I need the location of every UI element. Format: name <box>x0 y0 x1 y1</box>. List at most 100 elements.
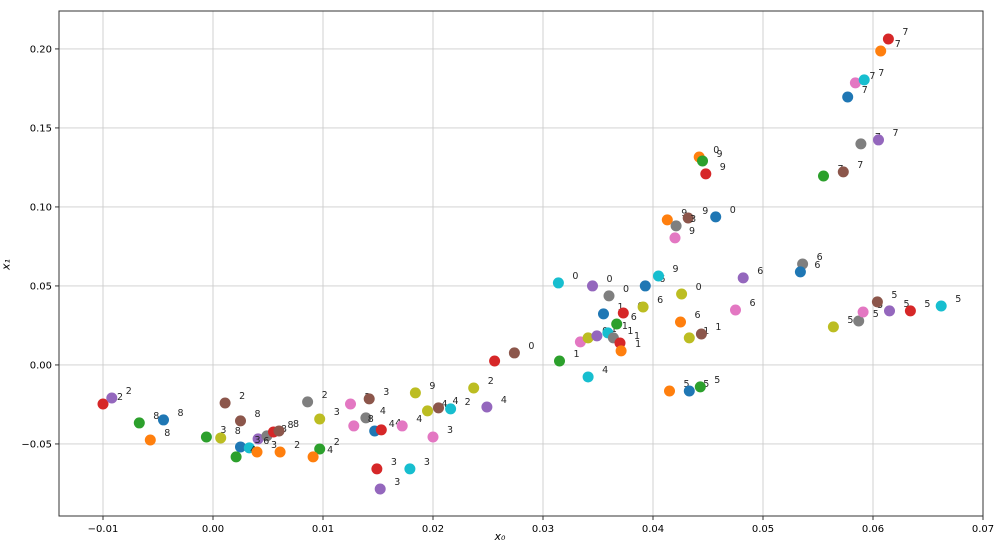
data-point <box>669 232 681 244</box>
data-point <box>307 451 319 463</box>
data-point <box>855 138 867 150</box>
data-point <box>710 211 722 223</box>
point-label: 4 <box>380 406 386 417</box>
data-point <box>875 45 887 57</box>
x-tick-label: 0.07 <box>972 524 994 535</box>
data-point <box>433 402 444 414</box>
point-label: 5 <box>873 309 879 320</box>
data-point <box>427 431 439 443</box>
data-point <box>144 434 156 446</box>
data-point <box>200 431 212 443</box>
point-label: 9 <box>429 381 435 392</box>
data-point <box>617 307 629 319</box>
point-label: 4 <box>327 445 333 456</box>
point-label: 3 <box>220 425 226 436</box>
data-point <box>935 300 947 312</box>
data-point <box>794 266 806 278</box>
point-label: 1 <box>574 349 580 360</box>
point-label: 3 <box>271 440 277 451</box>
x-tick-label: 0.04 <box>642 524 664 535</box>
point-label: 5 <box>955 294 961 305</box>
data-point <box>837 166 849 178</box>
point-label: 2 <box>239 391 245 402</box>
point-label: 6 <box>817 252 823 263</box>
point-label: 2 <box>488 376 494 387</box>
point-label: 1 <box>618 302 624 313</box>
point-label: 6 <box>750 298 756 309</box>
point-label: 9 <box>720 162 726 173</box>
data-point <box>683 385 695 397</box>
point-label: 7 <box>878 68 884 79</box>
point-label: 1 <box>634 331 640 342</box>
data-point <box>251 446 263 458</box>
point-label: 8 <box>255 409 261 420</box>
data-point <box>737 272 749 284</box>
y-tick-label: 0.10 <box>30 202 52 213</box>
data-point <box>695 328 707 340</box>
data-point <box>422 405 433 417</box>
data-point <box>348 420 360 432</box>
point-label: 5 <box>703 379 709 390</box>
point-label: 3 <box>334 407 340 418</box>
data-point <box>694 381 706 393</box>
data-point <box>730 304 741 316</box>
data-point <box>653 270 664 282</box>
point-label: 5 <box>924 299 930 310</box>
data-point <box>871 296 883 308</box>
data-point <box>853 315 865 327</box>
data-point <box>360 412 372 424</box>
point-label: 9 <box>717 149 723 160</box>
data-point <box>818 170 829 182</box>
data-point <box>215 432 227 444</box>
data-point <box>827 321 839 333</box>
data-point <box>849 77 861 89</box>
y-tick-label: 0.20 <box>30 44 52 55</box>
data-point <box>468 382 480 394</box>
data-point <box>345 398 356 410</box>
data-point <box>676 288 688 300</box>
point-label: 0 <box>528 341 534 352</box>
point-label: 2 <box>334 437 340 448</box>
data-point <box>611 318 623 330</box>
data-point <box>375 424 387 436</box>
x-tick-label: 0.06 <box>862 524 884 535</box>
point-label: 3 <box>447 425 453 436</box>
point-label: 3 <box>383 387 389 398</box>
data-point <box>235 415 246 427</box>
data-point <box>661 214 673 226</box>
point-label: 1 <box>715 322 721 333</box>
data-point <box>858 74 870 86</box>
data-point <box>302 396 314 408</box>
point-label: 5 <box>684 379 690 390</box>
data-point <box>508 347 520 359</box>
data-point <box>615 345 627 357</box>
point-label: 1 <box>627 326 633 337</box>
y-axis-title: x₁ <box>0 259 13 270</box>
point-label: 5 <box>904 299 910 310</box>
point-label: 0 <box>730 205 736 216</box>
point-label: 0 <box>713 145 719 156</box>
point-label: 4 <box>416 414 422 425</box>
data-point <box>700 168 712 180</box>
data-point <box>445 403 457 415</box>
point-label: 8 <box>288 420 294 431</box>
point-label: 4 <box>442 399 448 410</box>
data-point <box>133 417 145 429</box>
point-label: 8 <box>368 414 374 425</box>
y-tick-label: 0.15 <box>30 123 52 134</box>
data-point <box>697 155 708 167</box>
point-label: 0 <box>607 274 613 285</box>
data-point <box>670 220 682 232</box>
point-label: 7 <box>857 160 863 171</box>
point-label: 4 <box>389 419 395 430</box>
point-label: 3 <box>690 214 696 225</box>
y-tick-label: 0.00 <box>30 360 52 371</box>
x-tick-label: 0.03 <box>532 524 554 535</box>
point-label: 2 <box>117 392 123 403</box>
point-label: 1 <box>703 326 709 337</box>
plot-border <box>58 10 984 517</box>
point-label: 7 <box>895 39 901 50</box>
data-point <box>314 443 326 455</box>
data-point <box>857 306 869 318</box>
